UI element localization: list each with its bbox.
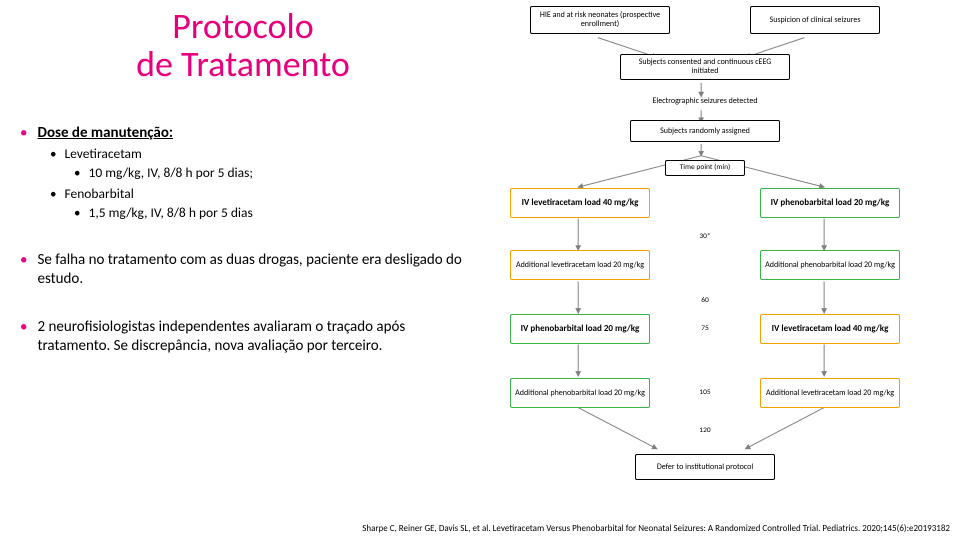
- timepoint-30: 30*: [690, 232, 720, 241]
- node-add-pheno2: Additional phenobarbital load 20 mg/kg: [510, 378, 650, 408]
- node-time-label: Time point (min): [665, 160, 745, 176]
- bullet-lev-dose: • 10 mg/kg, IV, 8/8 h por 5 dias;: [74, 164, 466, 183]
- lev-label: Levetiracetam: [64, 145, 141, 163]
- node-assigned-text: Subjects randomly assigned: [660, 127, 750, 136]
- timepoint-60: 60: [690, 296, 720, 305]
- bullet-fail: • Se falha no tratamento com as duas dro…: [20, 251, 466, 290]
- node-consent-text: Subjects consented and continuous cEEG i…: [625, 58, 785, 76]
- slide-title: Protocolo de Tratamento: [20, 8, 466, 84]
- bullet-feno: • Fenobarbital: [50, 185, 466, 204]
- bullet-dot-icon: •: [50, 147, 56, 164]
- node-assigned: Subjects randomly assigned: [630, 120, 780, 142]
- timepoint-75: 75: [690, 324, 720, 333]
- bullet-neuro: • 2 neurofisiologistas independentes ava…: [20, 318, 466, 357]
- fail-text: Se falha no tratamento com as duas droga…: [37, 251, 466, 290]
- node-pheno-load2: IV phenobarbital load 20 mg/kg: [510, 314, 650, 344]
- bullet-dot-icon: •: [74, 166, 80, 183]
- bullet-feno-dose: • 1,5 mg/kg, IV, 8/8 h por 5 dias: [74, 204, 466, 223]
- flowchart: HIE and at risk neonates (prospective en…: [470, 2, 952, 512]
- node-eeg-detected: Electrographic seizures detected: [600, 96, 810, 106]
- bullet-lev: • Levetiracetam: [50, 145, 466, 164]
- feno-label: Fenobarbital: [64, 185, 133, 203]
- node-hie-text: HIE and at risk neonates (prospective en…: [535, 11, 665, 29]
- node-hie: HIE and at risk neonates (prospective en…: [530, 6, 670, 34]
- dose-header-text: Dose de manutenção:: [37, 124, 173, 144]
- lev-dose-text: 10 mg/kg, IV, 8/8 h por 5 dias;: [88, 164, 253, 182]
- bullet-dot-icon: •: [20, 318, 27, 338]
- bullet-dot-icon: •: [50, 187, 56, 204]
- node-suspicion-text: Suspicion of clinical seizures: [770, 16, 861, 25]
- node-suspicion: Suspicion of clinical seizures: [750, 6, 880, 34]
- node-pheno-load: IV phenobarbital load 20 mg/kg: [760, 188, 900, 218]
- citation: Sharpe C, Reiner GE, Davis SL, et al. Le…: [0, 519, 960, 540]
- node-add-lev2: Additional levetiracetam load 20 mg/kg: [760, 378, 900, 408]
- timepoint-120: 120: [690, 426, 720, 435]
- bullet-dot-icon: •: [74, 206, 80, 223]
- node-add-lev: Additional levetiracetam load 20 mg/kg: [510, 250, 650, 280]
- node-add-pheno: Additional phenobarbital load 20 mg/kg: [760, 250, 900, 280]
- feno-dose-text: 1,5 mg/kg, IV, 8/8 h por 5 dias: [88, 204, 252, 222]
- neuro-text: 2 neurofisiologistas independentes avali…: [37, 318, 466, 357]
- bullet-dot-icon: •: [20, 124, 27, 144]
- node-defer: Defer to institutional protocol: [635, 454, 775, 480]
- node-lev-load: IV levetiracetam load 40 mg/kg: [510, 188, 650, 218]
- node-consent: Subjects consented and continuous cEEG i…: [620, 54, 790, 80]
- bullet-dose-header: • Dose de manutenção:: [20, 124, 466, 144]
- timepoint-105: 105: [690, 388, 720, 397]
- bullet-dot-icon: •: [20, 251, 27, 271]
- node-lev-load2: IV levetiracetam load 40 mg/kg: [760, 314, 900, 344]
- title-line2: de Tratamento: [136, 42, 350, 86]
